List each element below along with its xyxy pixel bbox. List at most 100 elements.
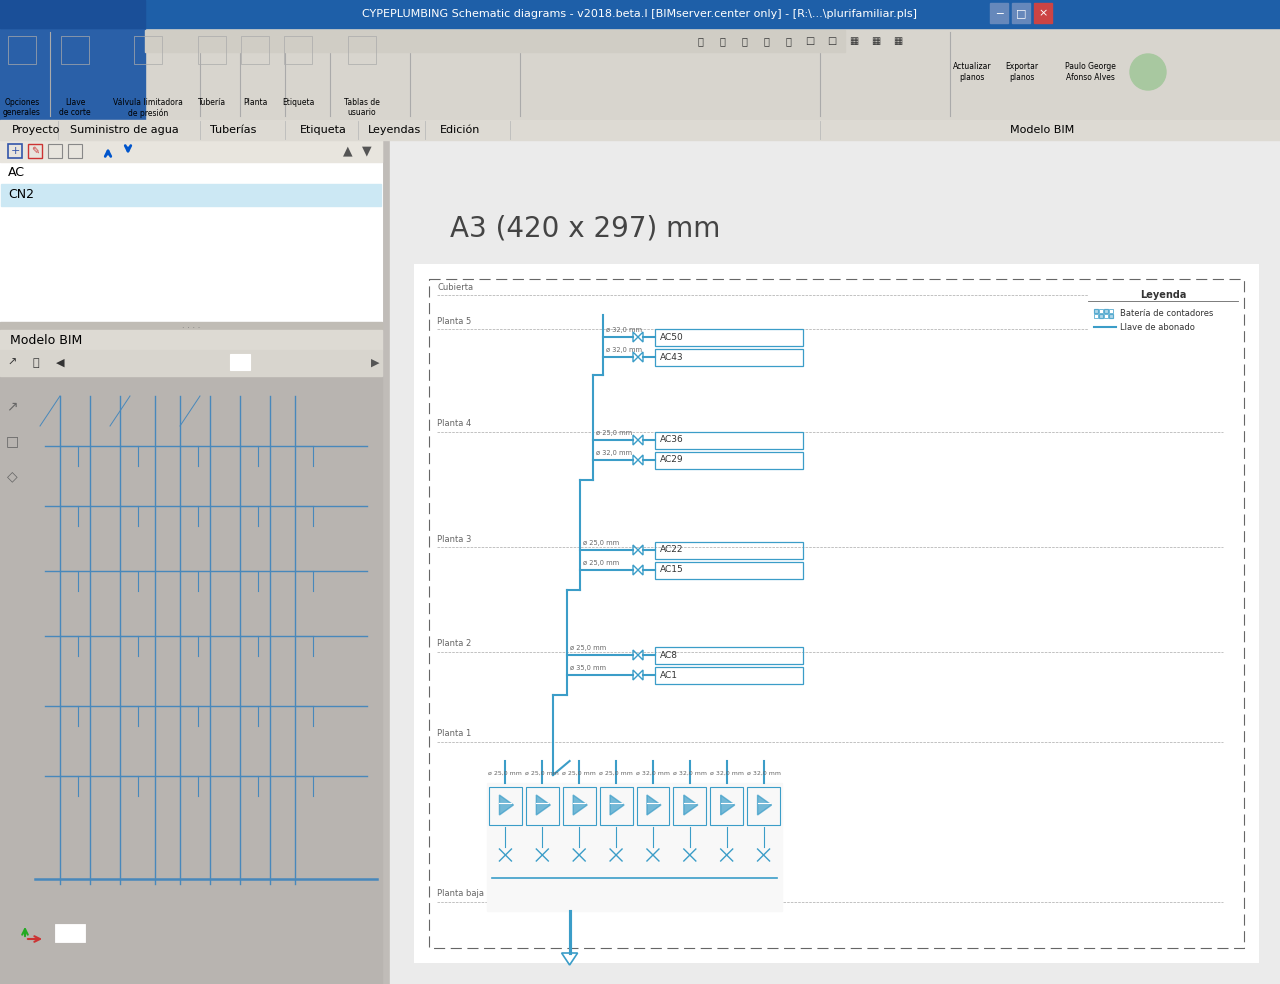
- Polygon shape: [611, 795, 625, 815]
- Bar: [145, 30, 845, 52]
- Bar: [636, 787, 669, 825]
- Bar: [429, 279, 1244, 948]
- Bar: [134, 36, 163, 64]
- Text: AC22: AC22: [660, 545, 684, 555]
- Circle shape: [1130, 54, 1166, 90]
- Bar: [673, 787, 707, 825]
- Text: 🔍: 🔍: [33, 358, 40, 368]
- Text: ◀: ◀: [56, 358, 64, 368]
- Text: 🔍: 🔍: [698, 36, 703, 46]
- Text: ø 25,0 mm: ø 25,0 mm: [582, 560, 620, 566]
- Text: AC29: AC29: [660, 456, 684, 464]
- Bar: [486, 783, 782, 911]
- Text: 🔍: 🔍: [763, 36, 769, 46]
- Bar: [599, 787, 632, 825]
- Bar: [68, 144, 82, 158]
- Bar: [1108, 314, 1114, 318]
- Bar: [61, 36, 90, 64]
- Text: ø 25,0 mm: ø 25,0 mm: [562, 770, 596, 775]
- Text: Planta baja: Planta baja: [436, 890, 484, 898]
- Text: Opciones
generales: Opciones generales: [3, 98, 41, 117]
- Bar: [989, 3, 1009, 23]
- Text: Llave
de corte: Llave de corte: [59, 98, 91, 117]
- Bar: [348, 36, 376, 64]
- Text: ▲: ▲: [343, 145, 353, 157]
- Text: Llave de abonado: Llave de abonado: [1120, 323, 1194, 332]
- Text: Planta: Planta: [243, 98, 268, 107]
- Text: Planta 5: Planta 5: [436, 317, 471, 326]
- Text: Leyenda: Leyenda: [1139, 290, 1187, 300]
- Text: Etiqueta: Etiqueta: [300, 125, 347, 135]
- Bar: [563, 787, 595, 825]
- Bar: [1103, 309, 1108, 313]
- Bar: [49, 144, 61, 158]
- Text: ø 25,0 mm: ø 25,0 mm: [599, 770, 634, 775]
- Text: Actualizar
planos: Actualizar planos: [952, 62, 991, 82]
- Text: AC36: AC36: [660, 436, 684, 445]
- Text: 🔍: 🔍: [741, 36, 748, 46]
- Text: ▶: ▶: [371, 358, 379, 368]
- Text: Tubería: Tubería: [198, 98, 227, 107]
- Bar: [655, 562, 803, 579]
- Polygon shape: [758, 795, 772, 815]
- Text: ø 32,0 mm: ø 32,0 mm: [605, 327, 643, 333]
- Polygon shape: [536, 795, 550, 815]
- Bar: [0, 0, 145, 28]
- Bar: [1108, 314, 1114, 318]
- Text: 🔍: 🔍: [719, 36, 724, 46]
- Bar: [0, 330, 381, 350]
- Text: ↗: ↗: [8, 358, 17, 368]
- Text: ─: ─: [996, 8, 1002, 18]
- Bar: [28, 144, 42, 158]
- Text: ø 32,0 mm: ø 32,0 mm: [709, 770, 744, 775]
- Text: Leyendas: Leyendas: [369, 125, 421, 135]
- Text: ◇: ◇: [6, 469, 18, 483]
- Bar: [284, 36, 312, 64]
- Bar: [655, 541, 803, 559]
- Text: ø 32,0 mm: ø 32,0 mm: [596, 450, 632, 456]
- Text: ▼: ▼: [362, 145, 371, 157]
- Text: Suministro de agua: Suministro de agua: [70, 125, 179, 135]
- Text: AC50: AC50: [660, 333, 684, 341]
- Text: AC15: AC15: [660, 566, 684, 575]
- Text: Tablas de
usuario: Tablas de usuario: [344, 98, 380, 117]
- Bar: [655, 646, 803, 663]
- Text: AC43: AC43: [660, 352, 684, 361]
- Text: Modelo BIM: Modelo BIM: [1010, 125, 1074, 135]
- Text: ø 25,0 mm: ø 25,0 mm: [582, 540, 620, 546]
- Bar: [1094, 309, 1098, 313]
- Text: Cubierta: Cubierta: [436, 282, 474, 291]
- Bar: [655, 452, 803, 468]
- Bar: [1012, 3, 1030, 23]
- Text: Modelo BIM: Modelo BIM: [10, 334, 82, 346]
- Text: CN2: CN2: [8, 189, 35, 202]
- Bar: [655, 666, 803, 684]
- Bar: [0, 330, 381, 984]
- Text: ø 25,0 mm: ø 25,0 mm: [525, 770, 559, 775]
- Text: ▦: ▦: [872, 36, 881, 46]
- Bar: [0, 350, 381, 376]
- Text: Exportar
planos: Exportar planos: [1005, 62, 1038, 82]
- Text: Batería de contadores: Batería de contadores: [1120, 309, 1213, 318]
- Bar: [230, 354, 250, 370]
- Bar: [1094, 309, 1098, 313]
- Bar: [1100, 314, 1103, 318]
- Text: ↗: ↗: [6, 399, 18, 413]
- Text: AC1: AC1: [660, 670, 678, 680]
- Text: ø 32,0 mm: ø 32,0 mm: [673, 770, 707, 775]
- Bar: [1100, 309, 1103, 313]
- Text: □: □: [827, 36, 837, 46]
- Bar: [0, 0, 1280, 28]
- Text: AC8: AC8: [660, 650, 678, 659]
- Bar: [0, 28, 145, 120]
- Text: +: +: [10, 146, 19, 156]
- Text: ø 32,0 mm: ø 32,0 mm: [746, 770, 781, 775]
- Polygon shape: [721, 795, 735, 815]
- Text: Planta 4: Planta 4: [436, 419, 471, 428]
- Bar: [1103, 309, 1108, 313]
- Bar: [0, 140, 381, 162]
- Bar: [8, 144, 22, 158]
- Bar: [1088, 287, 1238, 337]
- Text: ø 35,0 mm: ø 35,0 mm: [570, 665, 605, 671]
- Text: ×: ×: [1038, 8, 1048, 18]
